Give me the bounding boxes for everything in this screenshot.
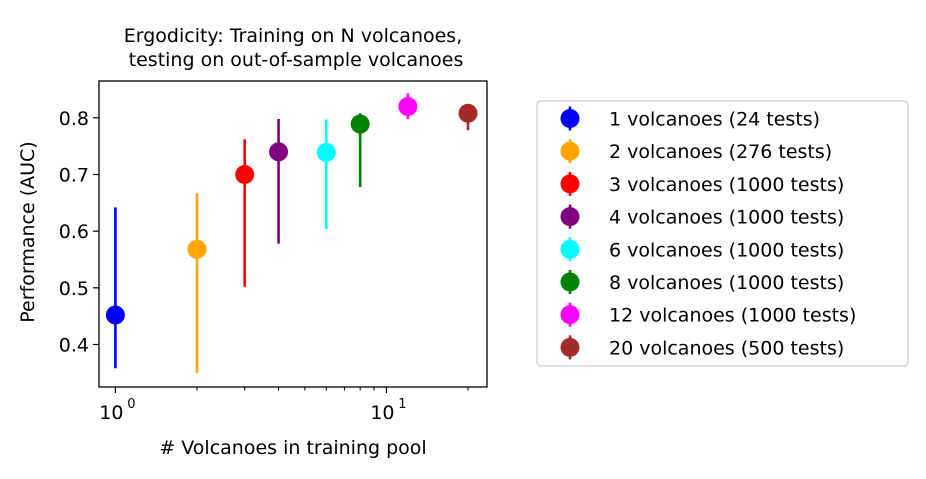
y-tick-label: 0.5 — [59, 278, 89, 300]
legend-box — [536, 100, 909, 367]
x-tick-exponent: 1 — [398, 397, 406, 412]
legend-label: 4 volcanoes (1000 tests) — [609, 207, 844, 229]
legend-label: 2 volcanoes (276 tests) — [609, 141, 832, 163]
legend-marker — [560, 207, 580, 227]
legend-label: 20 volcanoes (500 tests) — [609, 337, 844, 359]
x-tick-label: 10 — [370, 402, 394, 424]
data-point — [398, 97, 418, 116]
legend-label: 12 volcanoes (1000 tests) — [609, 305, 856, 327]
legend-marker — [560, 305, 580, 325]
y-tick-label: 0.8 — [59, 108, 89, 130]
legend-label: 3 volcanoes (1000 tests) — [609, 174, 844, 196]
chart-title-line-1: Ergodicity: Training on N volcanoes, — [124, 25, 462, 47]
data-point — [350, 114, 370, 134]
x-axis-label: # Volcanoes in training pool — [159, 437, 426, 459]
data-point — [235, 165, 255, 184]
data-point — [316, 142, 336, 162]
legend-marker — [560, 337, 580, 357]
y-tick-label: 0.6 — [59, 221, 89, 243]
legend-marker — [560, 174, 580, 194]
y-axis-label: Performance (AUC) — [17, 141, 39, 322]
legend-label: 6 volcanoes (1000 tests) — [609, 239, 844, 261]
plot-frame — [98, 80, 488, 388]
plot-area: 0.4 0.5 0.6 0.7 0.8 10 0 10 1 — [59, 93, 478, 424]
data-point — [269, 142, 289, 162]
legend-label: 1 volcanoes (24 tests) — [609, 109, 820, 131]
x-tick-label: 10 — [99, 402, 123, 424]
legend-marker — [560, 141, 580, 161]
x-tick-exponent: 0 — [127, 397, 135, 412]
legend-marker — [560, 109, 580, 128]
legend-marker — [560, 239, 580, 259]
data-point — [187, 239, 207, 259]
legend-label: 8 volcanoes (1000 tests) — [609, 272, 844, 294]
data-point — [105, 305, 125, 325]
legend-marker — [560, 272, 580, 292]
legend: 1 volcanoes (24 tests) 2 volcanoes (276 t… — [536, 100, 909, 367]
y-tick-label: 0.7 — [59, 165, 89, 187]
y-tick-label: 0.4 — [59, 335, 89, 357]
chart-title-line-2: testing on out-of-sample volcanoes — [129, 49, 464, 71]
data-point — [458, 103, 478, 123]
